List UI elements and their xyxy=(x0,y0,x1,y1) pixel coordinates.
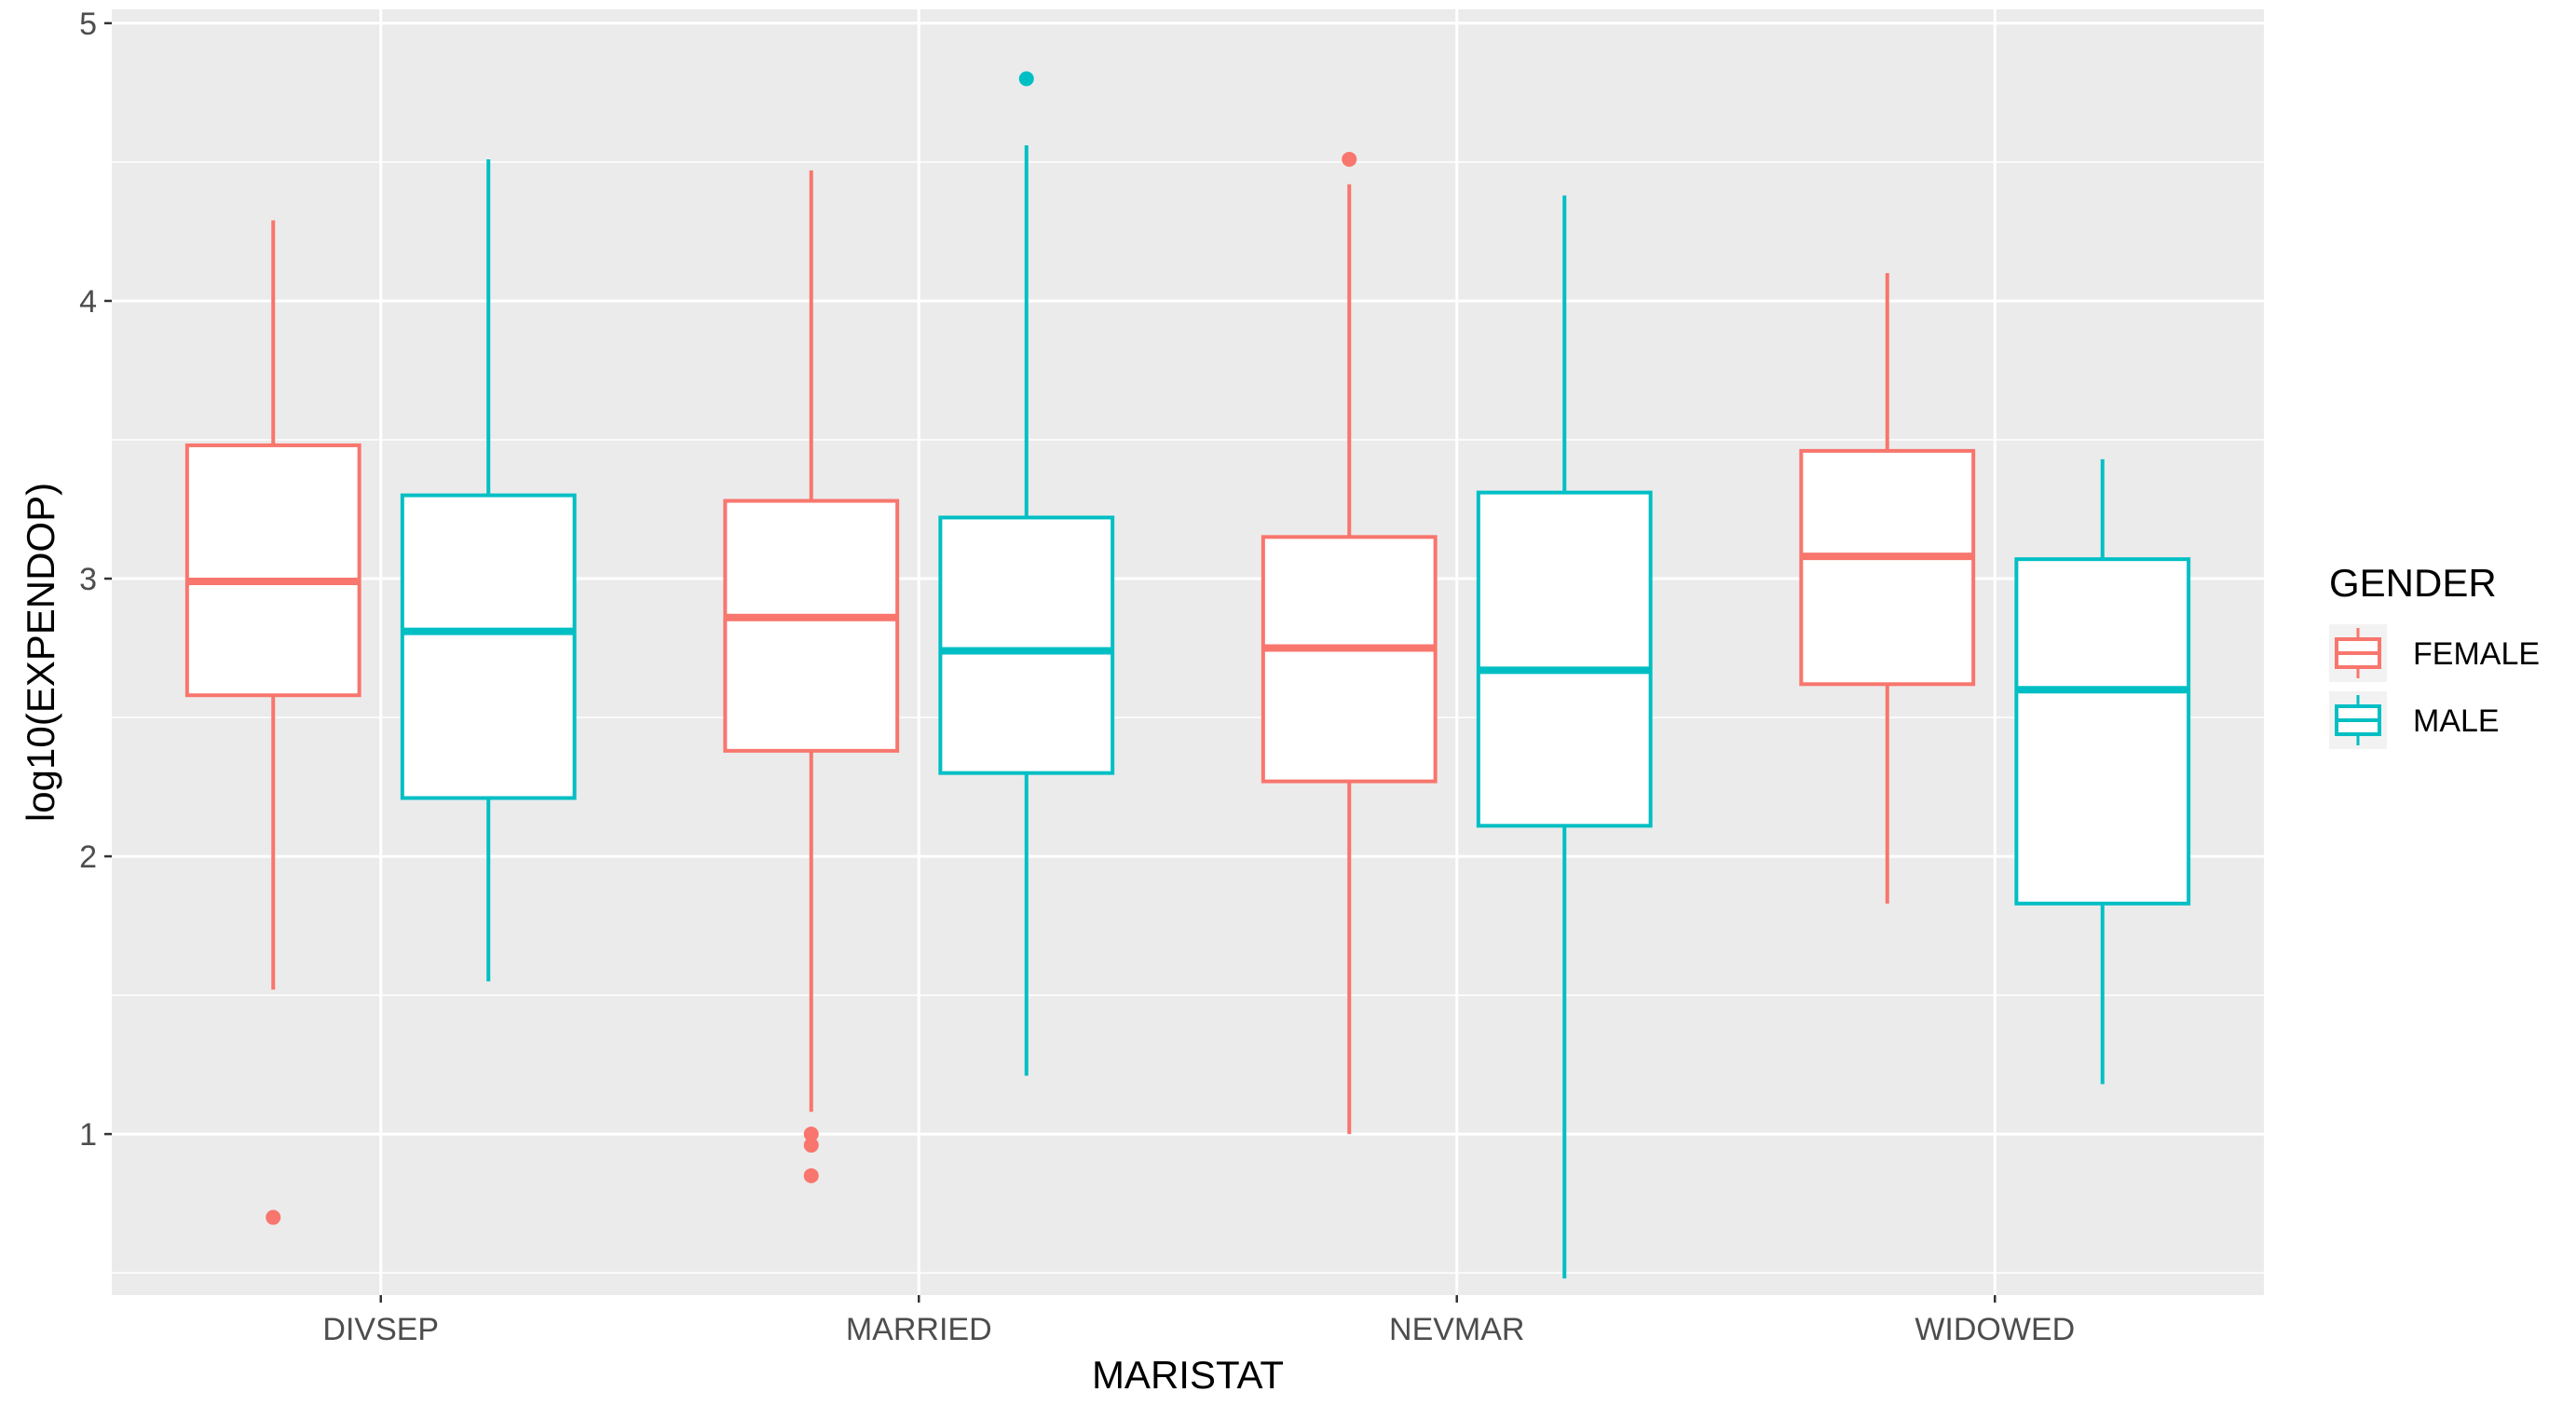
legend-label: FEMALE xyxy=(2413,636,2540,672)
legend-item-female: FEMALE xyxy=(2329,624,2540,682)
outlier-point xyxy=(803,1138,819,1153)
y-tick-label: 4 xyxy=(79,284,97,320)
box-iqr xyxy=(1476,490,1653,828)
box-male-nevmar xyxy=(1476,195,1653,1279)
y-tick-label: 2 xyxy=(79,840,97,875)
box-layer xyxy=(184,71,2191,1279)
box-iqr xyxy=(1799,448,1976,687)
x-tick-label: MARRIED xyxy=(846,1312,992,1347)
y-tick-label: 3 xyxy=(79,562,97,597)
y-axis: 1 2 3 4 5 xyxy=(79,7,112,1153)
box-iqr xyxy=(1261,535,1438,784)
box-iqr xyxy=(938,515,1115,775)
y-tick-label: 1 xyxy=(79,1117,97,1153)
box-iqr xyxy=(184,443,361,698)
x-tick-label: DIVSEP xyxy=(322,1312,439,1347)
outlier-point xyxy=(1018,71,1034,87)
box-iqr xyxy=(723,498,900,753)
legend-item-male: MALE xyxy=(2329,691,2500,749)
x-axis-title: MARISTAT xyxy=(1092,1353,1284,1397)
box-female-widowed xyxy=(1799,273,1976,904)
outlier-point xyxy=(266,1209,281,1225)
legend-title: GENDER xyxy=(2329,561,2497,605)
outlier-point xyxy=(803,1126,819,1142)
x-axis: DIVSEP MARRIED NEVMAR WIDOWED xyxy=(322,1295,2075,1347)
outlier-point xyxy=(803,1167,819,1183)
y-axis-title: log10(EXPENDOP) xyxy=(19,483,62,822)
outlier-point xyxy=(1342,151,1357,167)
legend: GENDER FEMALE MALE xyxy=(2329,561,2540,749)
box-iqr xyxy=(400,493,577,800)
x-tick-label: WIDOWED xyxy=(1915,1312,2075,1347)
legend-label: MALE xyxy=(2413,703,2500,739)
box-iqr xyxy=(2014,557,2191,906)
box-female-nevmar xyxy=(1261,151,1438,1135)
x-tick-label: NEVMAR xyxy=(1389,1312,1524,1347)
box-female-divsep xyxy=(184,220,361,1225)
box-male-married xyxy=(938,71,1115,1076)
box-male-widowed xyxy=(2014,458,2191,1085)
y-tick-label: 5 xyxy=(79,7,97,42)
box-female-married xyxy=(723,170,900,1183)
box-male-divsep xyxy=(400,158,577,982)
